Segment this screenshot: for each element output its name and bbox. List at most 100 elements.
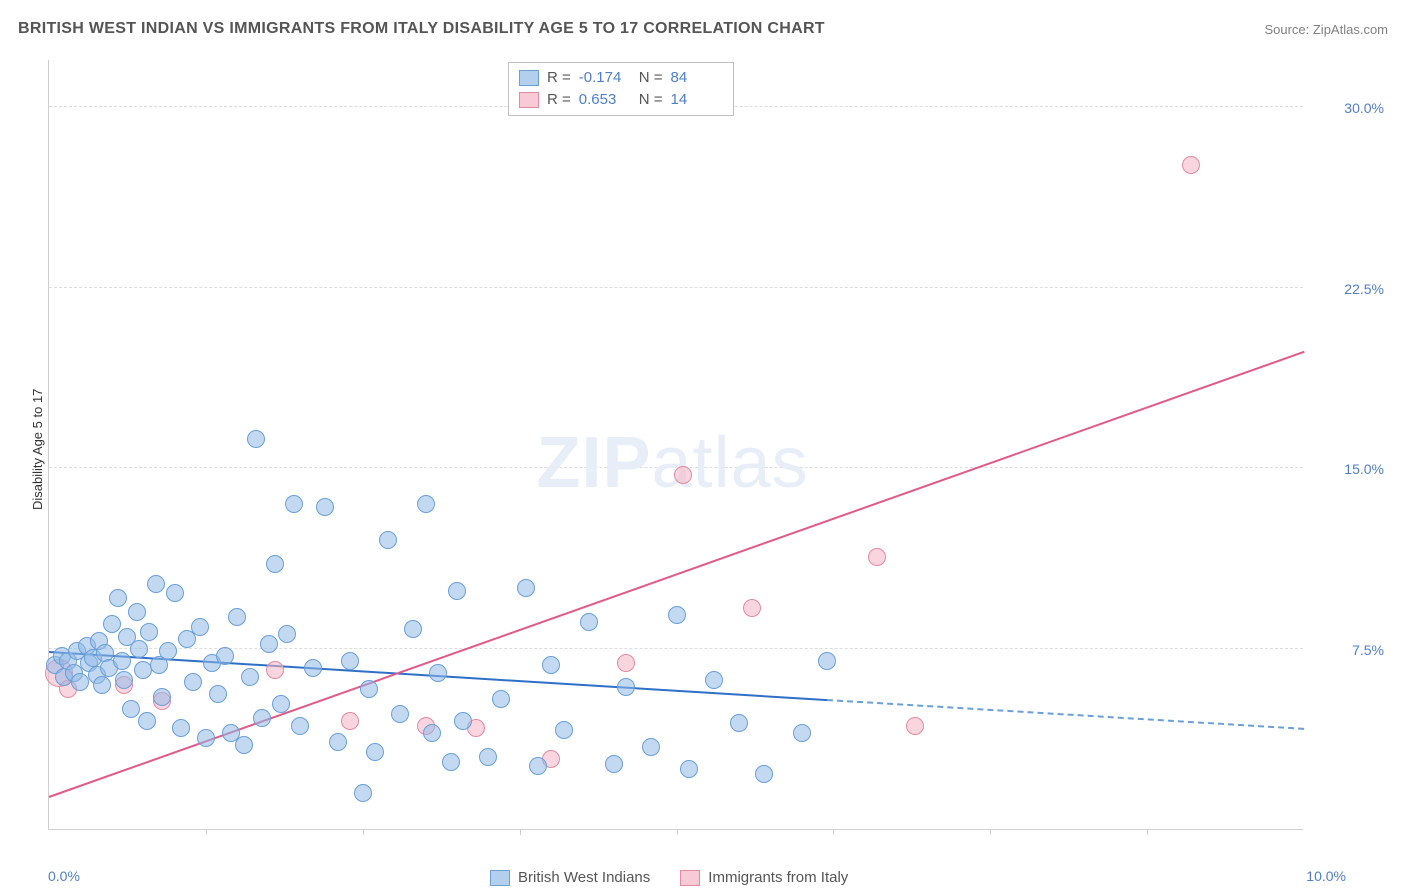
data-point: [755, 765, 773, 783]
data-point: [705, 671, 723, 689]
stat-n-label: N =: [639, 89, 663, 111]
data-point: [147, 575, 165, 593]
stat-row: R = -0.174 N = 84: [519, 67, 723, 89]
data-point: [517, 579, 535, 597]
data-point: [138, 712, 156, 730]
data-point: [730, 714, 748, 732]
stat-n-value: 84: [671, 67, 723, 89]
swatch-icon: [680, 870, 700, 886]
data-point: [906, 717, 924, 735]
data-point: [128, 603, 146, 621]
x-tick: [206, 829, 207, 835]
data-point: [316, 498, 334, 516]
data-point: [555, 721, 573, 739]
data-point: [354, 784, 372, 802]
data-point: [266, 661, 284, 679]
data-point: [479, 748, 497, 766]
data-point: [605, 755, 623, 773]
plot-area: ZIPatlas: [48, 60, 1303, 830]
correlation-stat-box: R = -0.174 N = 84 R = 0.653 N = 14: [508, 62, 734, 116]
data-point: [159, 642, 177, 660]
data-point: [542, 656, 560, 674]
data-point: [442, 753, 460, 771]
stat-r-value: -0.174: [579, 67, 631, 89]
data-point: [134, 661, 152, 679]
data-point: [329, 733, 347, 751]
data-point: [153, 688, 171, 706]
data-point: [140, 623, 158, 641]
x-tick-label: 0.0%: [48, 868, 80, 884]
data-point: [492, 690, 510, 708]
data-point: [642, 738, 660, 756]
data-point: [285, 495, 303, 513]
data-point: [668, 606, 686, 624]
legend-label: British West Indians: [518, 869, 650, 886]
data-point: [253, 709, 271, 727]
swatch-icon: [519, 92, 539, 108]
data-point: [423, 724, 441, 742]
stat-n-label: N =: [639, 67, 663, 89]
y-tick-label: 7.5%: [1352, 642, 1384, 658]
data-point: [379, 531, 397, 549]
x-tick: [520, 829, 521, 835]
chart-source: Source: ZipAtlas.com: [1264, 22, 1388, 37]
data-point: [391, 705, 409, 723]
stat-r-label: R =: [547, 67, 571, 89]
data-point: [617, 654, 635, 672]
bottom-legend: British West Indians Immigrants from Ita…: [490, 869, 848, 886]
data-point: [341, 652, 359, 670]
data-point: [617, 678, 635, 696]
data-point: [197, 729, 215, 747]
data-point: [366, 743, 384, 761]
data-point: [417, 495, 435, 513]
x-tick-label: 10.0%: [1306, 868, 1346, 884]
x-tick: [1147, 829, 1148, 835]
data-point: [278, 625, 296, 643]
x-tick: [833, 829, 834, 835]
data-point: [130, 640, 148, 658]
data-point: [360, 680, 378, 698]
data-point: [109, 589, 127, 607]
data-point: [241, 668, 259, 686]
data-point: [793, 724, 811, 742]
data-point: [304, 659, 322, 677]
legend-item: British West Indians: [490, 869, 650, 886]
data-point: [580, 613, 598, 631]
data-point: [404, 620, 422, 638]
gridline: [49, 648, 1303, 649]
data-point: [454, 712, 472, 730]
y-axis-label: Disability Age 5 to 17: [30, 389, 45, 510]
data-point: [122, 700, 140, 718]
chart-header: BRITISH WEST INDIAN VS IMMIGRANTS FROM I…: [18, 20, 1388, 38]
swatch-icon: [490, 870, 510, 886]
stat-row: R = 0.653 N = 14: [519, 89, 723, 111]
data-point: [743, 599, 761, 617]
chart-title: BRITISH WEST INDIAN VS IMMIGRANTS FROM I…: [18, 20, 825, 38]
watermark: ZIPatlas: [537, 422, 809, 504]
x-tick: [990, 829, 991, 835]
swatch-icon: [519, 70, 539, 86]
data-point: [113, 652, 131, 670]
data-point: [680, 760, 698, 778]
data-point: [93, 676, 111, 694]
stat-r-value: 0.653: [579, 89, 631, 111]
data-point: [266, 555, 284, 573]
regression-line: [827, 699, 1304, 730]
data-point: [529, 757, 547, 775]
data-point: [341, 712, 359, 730]
x-tick: [363, 829, 364, 835]
data-point: [674, 466, 692, 484]
data-point: [71, 673, 89, 691]
stat-n-value: 14: [671, 89, 723, 111]
data-point: [247, 430, 265, 448]
data-point: [291, 717, 309, 735]
data-point: [209, 685, 227, 703]
data-point: [1182, 156, 1200, 174]
data-point: [429, 664, 447, 682]
legend-label: Immigrants from Italy: [708, 869, 848, 886]
data-point: [235, 736, 253, 754]
data-point: [868, 548, 886, 566]
data-point: [103, 615, 121, 633]
data-point: [216, 647, 234, 665]
legend-item: Immigrants from Italy: [680, 869, 848, 886]
